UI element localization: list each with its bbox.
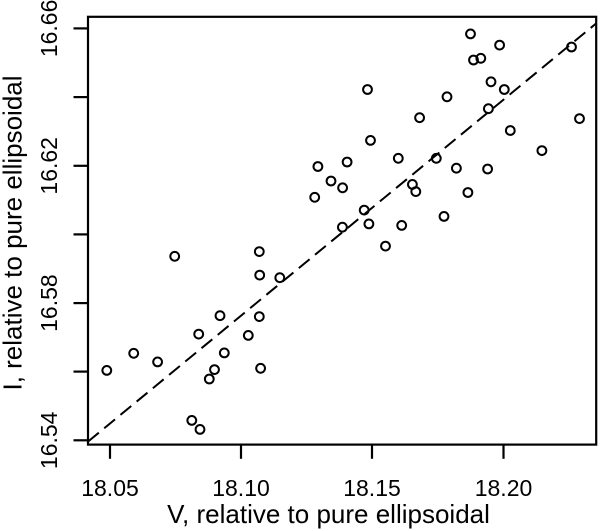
svg-text:I, relative to pure ellipsoida: I, relative to pure ellipsoidal: [0, 75, 28, 390]
svg-text:16.58: 16.58: [36, 274, 62, 332]
svg-text:16.54: 16.54: [36, 411, 62, 469]
svg-text:18.05: 18.05: [81, 475, 139, 501]
svg-text:18.15: 18.15: [343, 475, 401, 501]
svg-text:16.66: 16.66: [36, 0, 62, 57]
svg-text:18.10: 18.10: [212, 475, 270, 501]
svg-text:16.62: 16.62: [36, 137, 62, 195]
svg-text:V, relative to pure ellipsoida: V, relative to pure ellipsoidal: [167, 499, 490, 529]
svg-text:18.20: 18.20: [475, 475, 533, 501]
